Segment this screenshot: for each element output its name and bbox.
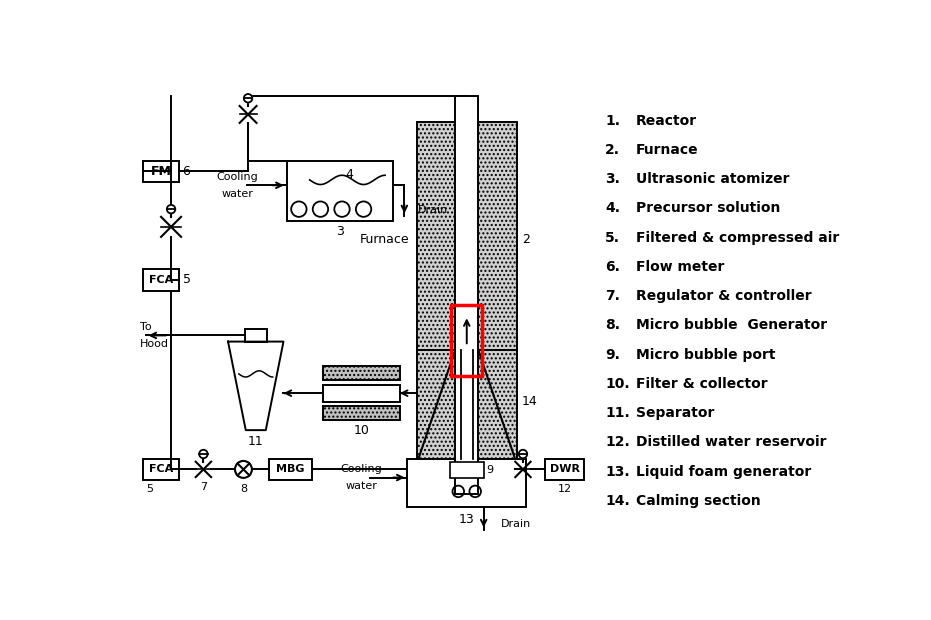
- Text: 8.: 8.: [605, 319, 620, 332]
- Text: 8: 8: [240, 484, 247, 494]
- Bar: [417, 122, 455, 350]
- Bar: [323, 406, 399, 420]
- Bar: [323, 384, 399, 402]
- Text: 5: 5: [182, 273, 191, 286]
- Text: 6: 6: [182, 165, 191, 178]
- Text: FM: FM: [151, 165, 171, 178]
- Circle shape: [519, 450, 527, 458]
- Text: 11: 11: [248, 435, 263, 448]
- Text: Drain: Drain: [501, 519, 531, 529]
- Text: Furnace: Furnace: [636, 143, 699, 157]
- Bar: [143, 459, 179, 480]
- Text: 5: 5: [146, 484, 154, 494]
- Text: Micro bubble port: Micro bubble port: [636, 348, 776, 361]
- Text: 12.: 12.: [605, 435, 630, 449]
- Text: 1: 1: [463, 237, 471, 250]
- Bar: [287, 161, 393, 221]
- Text: Regulator & controller: Regulator & controller: [636, 289, 812, 303]
- Text: Filter & collector: Filter & collector: [636, 377, 768, 391]
- Text: water: water: [345, 481, 377, 491]
- Text: Furnace: Furnace: [359, 234, 409, 246]
- Text: 4: 4: [345, 168, 353, 181]
- Text: Calming section: Calming section: [636, 494, 761, 508]
- Text: 6.: 6.: [605, 260, 620, 274]
- Text: Cooling: Cooling: [216, 172, 258, 182]
- Text: 13.: 13.: [605, 465, 630, 479]
- Text: 14.: 14.: [605, 494, 630, 508]
- Text: FCA: FCA: [149, 464, 173, 474]
- Bar: [143, 269, 179, 291]
- Text: 7: 7: [200, 482, 207, 492]
- Bar: [455, 96, 479, 494]
- Text: Filtered & compressed air: Filtered & compressed air: [636, 231, 840, 245]
- Bar: [269, 459, 312, 480]
- Text: 4.: 4.: [605, 202, 620, 215]
- Bar: [245, 329, 266, 342]
- Text: Ultrasonic atomizer: Ultrasonic atomizer: [636, 172, 789, 186]
- Text: 5.: 5.: [605, 231, 620, 245]
- Text: 7.: 7.: [605, 289, 620, 303]
- Text: To: To: [141, 322, 152, 332]
- Text: FCA: FCA: [149, 275, 173, 285]
- Bar: [450, 463, 484, 478]
- Text: MBG: MBG: [277, 464, 304, 474]
- Text: 9.: 9.: [605, 348, 620, 361]
- Bar: [323, 366, 399, 380]
- Text: Distilled water reservoir: Distilled water reservoir: [636, 435, 827, 449]
- Text: 3.: 3.: [605, 172, 620, 186]
- Bar: [408, 459, 526, 507]
- Bar: [479, 122, 517, 350]
- Text: water: water: [222, 188, 253, 199]
- Text: 9: 9: [486, 465, 493, 475]
- Bar: [546, 459, 584, 480]
- Circle shape: [167, 205, 175, 213]
- Text: 10: 10: [354, 425, 370, 438]
- Text: 1.: 1.: [605, 113, 620, 128]
- Text: 13: 13: [459, 513, 475, 526]
- Text: Micro bubble  Generator: Micro bubble Generator: [636, 319, 828, 332]
- Text: DWR: DWR: [549, 464, 579, 474]
- Text: Cooling: Cooling: [341, 464, 382, 474]
- Bar: [143, 161, 179, 182]
- Text: 14: 14: [521, 395, 537, 408]
- Bar: [417, 350, 517, 459]
- Text: 12: 12: [558, 484, 572, 494]
- Text: 3: 3: [336, 225, 344, 238]
- Text: 11.: 11.: [605, 406, 630, 420]
- Text: Hood: Hood: [141, 339, 169, 349]
- Text: Reactor: Reactor: [636, 113, 697, 128]
- Text: Separator: Separator: [636, 406, 714, 420]
- Text: Flow meter: Flow meter: [636, 260, 724, 274]
- Bar: [452, 306, 482, 376]
- Circle shape: [199, 450, 208, 458]
- Text: Precursor solution: Precursor solution: [636, 202, 780, 215]
- Text: Liquid foam generator: Liquid foam generator: [636, 465, 812, 479]
- Circle shape: [244, 94, 252, 102]
- Text: 10.: 10.: [605, 377, 630, 391]
- Text: 2.: 2.: [605, 143, 620, 157]
- Text: Drain: Drain: [418, 205, 449, 215]
- Text: 2: 2: [522, 234, 530, 246]
